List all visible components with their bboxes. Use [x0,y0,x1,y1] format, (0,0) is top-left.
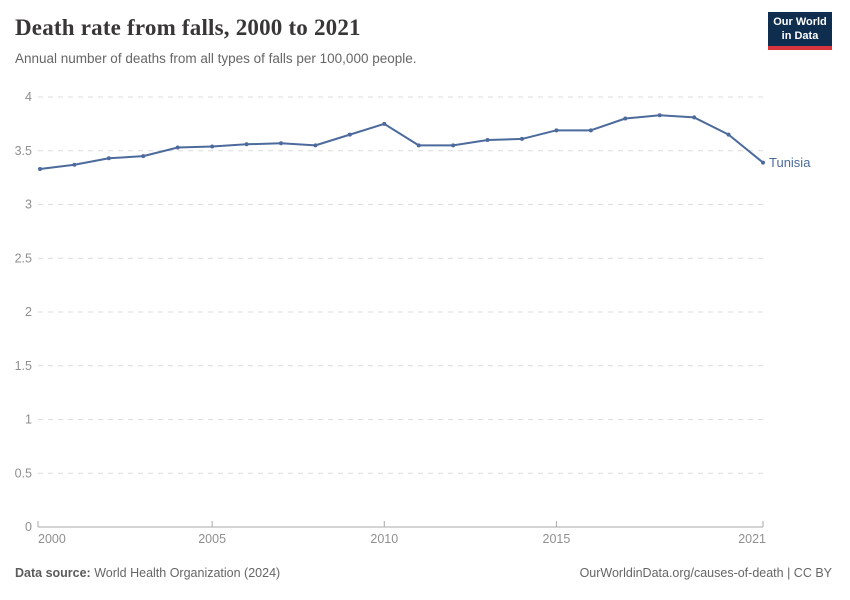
data-point[interactable] [38,167,42,172]
chart-header: Death rate from falls, 2000 to 2021 Annu… [0,0,850,80]
page-title: Death rate from falls, 2000 to 2021 [15,15,361,40]
x-axis-tick-label: 2015 [543,532,571,546]
data-point[interactable] [692,115,697,120]
series-label[interactable]: Tunisia [769,155,811,170]
x-axis-tick-label: 2005 [198,532,226,546]
data-point[interactable] [141,154,146,159]
license-link[interactable]: OurWorldinData.org/causes-of-death | CC … [579,566,832,580]
data-point[interactable] [279,141,283,146]
y-axis-tick-label: 1 [25,413,32,427]
line-chart[interactable]: 0 0.5 1 1.5 2 2.5 3 3.5 4 2000 2005 2010 2015 2021 Tun… [0,85,850,555]
y-axis-tick-label: 2.5 [15,251,32,265]
chart-subtitle: Annual number of deaths from all types o… [15,51,417,66]
data-point[interactable] [175,145,180,150]
data-point[interactable] [588,128,593,133]
data-point[interactable] [106,156,111,161]
data-point[interactable] [761,160,765,165]
y-axis-tick-label: 3.5 [15,144,32,158]
owid-logo-line1: Our World [773,15,827,28]
chart-footer: Data source: World Health Organization (… [15,566,832,580]
data-point[interactable] [72,162,77,167]
x-axis-tick-label: 2021 [738,532,766,546]
data-point[interactable] [485,138,490,142]
data-point[interactable] [623,116,628,121]
data-point[interactable] [554,128,559,133]
y-axis-tick-label: 0.5 [15,466,32,480]
data-source-label: Data source: [15,566,91,580]
data-source-note: Data source: World Health Organization (… [15,566,280,580]
data-point[interactable] [520,136,524,141]
data-point[interactable] [726,132,731,137]
tunisia-line-series[interactable] [39,114,764,171]
y-axis-tick-label: 1.5 [15,359,32,373]
data-point[interactable] [451,143,456,148]
x-axis-tick-label: 2010 [370,532,398,546]
y-axis-tick-label: 0 [25,520,32,534]
data-point[interactable] [416,143,421,148]
data-point[interactable] [313,143,318,148]
data-point[interactable] [382,121,387,126]
y-axis-tick-label: 4 [25,90,32,104]
data-point[interactable] [210,144,215,149]
y-axis-tick-label: 3 [25,198,32,212]
owid-logo-line2: in Data [781,30,819,42]
data-point[interactable] [244,142,249,147]
data-point[interactable] [347,132,352,137]
y-axis-tick-label: 2 [25,305,32,319]
line-chart-svg[interactable]: 0 0.5 1 1.5 2 2.5 3 3.5 4 2000 2005 2010 2015 2021 Tun… [0,85,850,555]
data-point[interactable] [657,113,662,118]
owid-logo[interactable]: Our World in Data [768,12,832,50]
x-axis-tick-label: 2000 [38,532,66,546]
data-source-value: World Health Organization (2024) [90,566,281,580]
